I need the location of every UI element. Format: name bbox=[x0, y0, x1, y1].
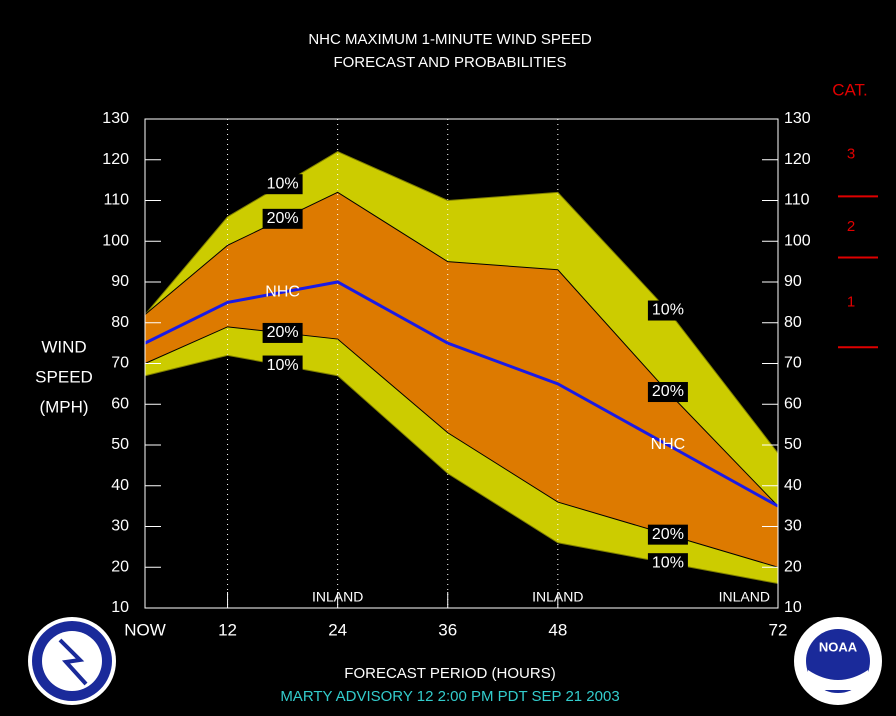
series-label: 10% bbox=[267, 175, 299, 192]
y-axis-label: (MPH) bbox=[39, 397, 88, 416]
series-line bbox=[144, 280, 779, 508]
y-tick-label: 50 bbox=[111, 436, 129, 453]
y2-tick-label: 30 bbox=[784, 518, 802, 535]
logo-center bbox=[806, 629, 870, 693]
x-tick-label: 24 bbox=[328, 620, 347, 639]
chart-title: NHC MAXIMUM 1-MINUTE WIND SPEED bbox=[308, 31, 592, 48]
y-tick-label: 40 bbox=[111, 477, 129, 494]
logo-bolt bbox=[58, 638, 88, 686]
category-label: 2 bbox=[847, 218, 855, 235]
y2-tick-label: 100 bbox=[784, 232, 811, 249]
y2-tick-label: 110 bbox=[784, 192, 810, 209]
label-box bbox=[647, 524, 688, 545]
label-box bbox=[262, 208, 303, 229]
y-tick-label: 20 bbox=[111, 558, 129, 575]
y-tick-label: 90 bbox=[111, 273, 129, 290]
y2-tick-label: 120 bbox=[784, 151, 811, 168]
nws-logo bbox=[28, 617, 116, 705]
x-axis-label: FORECAST PERIOD (HOURS) bbox=[344, 665, 555, 682]
y2-tick-label: 130 bbox=[784, 110, 811, 127]
x-tick-label: 36 bbox=[438, 620, 457, 639]
noaa-logo: NOAA bbox=[794, 617, 882, 705]
y2-tick-label: 50 bbox=[784, 436, 802, 453]
y2-tick-label: 60 bbox=[784, 395, 802, 412]
y2-tick-label: 80 bbox=[784, 314, 802, 331]
logo-wave bbox=[808, 670, 868, 690]
y2-tick-label: 20 bbox=[784, 558, 802, 575]
y-tick-label: 80 bbox=[111, 314, 129, 331]
y2-tick-label: 70 bbox=[784, 355, 802, 372]
label-box bbox=[647, 300, 688, 321]
y-tick-label: 100 bbox=[102, 232, 129, 249]
annotation: INLAND bbox=[719, 589, 770, 605]
category-label: 1 bbox=[847, 293, 855, 310]
x-tick-label: NOW bbox=[124, 620, 166, 639]
chart-subtitle: FORECAST AND PROBABILITIES bbox=[333, 54, 566, 71]
series-label: 20% bbox=[652, 383, 684, 400]
series-label: 20% bbox=[267, 324, 299, 341]
label-box bbox=[647, 382, 688, 403]
annotation: INLAND bbox=[312, 589, 363, 605]
y-tick-label: 30 bbox=[111, 518, 129, 535]
y-tick-label: 60 bbox=[111, 395, 129, 412]
series-label: NHC bbox=[651, 436, 686, 453]
x-tick-label: 48 bbox=[548, 620, 567, 639]
label-box bbox=[262, 322, 303, 343]
series-label: 20% bbox=[267, 210, 299, 227]
logo-text: NOAA bbox=[819, 639, 858, 654]
y-axis-label: SPEED bbox=[35, 367, 93, 386]
y-tick-label: 120 bbox=[102, 151, 129, 168]
footer: MARTY ADVISORY 12 2:00 PM PDT SEP 21 200… bbox=[280, 688, 619, 705]
x-tick-label: 12 bbox=[218, 620, 237, 639]
y-tick-label: 130 bbox=[102, 110, 129, 127]
probability-band bbox=[145, 192, 778, 568]
label-box bbox=[262, 355, 303, 376]
label-box bbox=[647, 553, 688, 574]
y-tick-label: 10 bbox=[111, 599, 129, 616]
y2-tick-label: 10 bbox=[784, 599, 802, 616]
series-label: 20% bbox=[652, 526, 684, 543]
series-label: 10% bbox=[652, 554, 684, 571]
series-label: NHC bbox=[265, 283, 300, 300]
y2-tick-label: 90 bbox=[784, 273, 802, 290]
label-box bbox=[262, 174, 303, 195]
category-title: CAT. bbox=[832, 80, 868, 99]
series-label: 10% bbox=[267, 357, 299, 374]
y-tick-label: 110 bbox=[103, 192, 129, 209]
annotation: INLAND bbox=[532, 589, 583, 605]
x-tick-label: 72 bbox=[769, 620, 788, 639]
y2-tick-label: 40 bbox=[784, 477, 802, 494]
y-tick-label: 70 bbox=[111, 355, 129, 372]
y-axis-label: WIND bbox=[41, 337, 86, 356]
series-label: 10% bbox=[652, 302, 684, 319]
category-label: 3 bbox=[847, 145, 855, 162]
